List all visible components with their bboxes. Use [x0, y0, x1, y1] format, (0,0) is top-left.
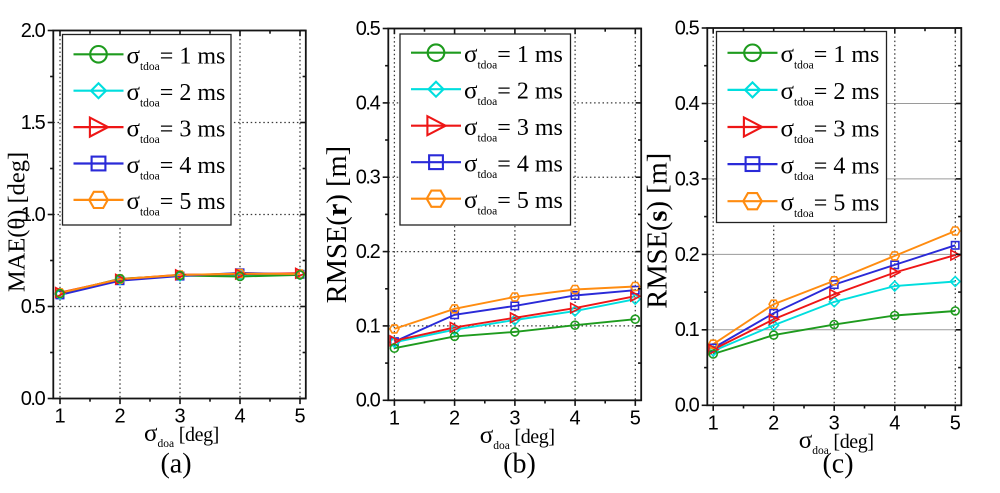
svg-text:σtdoa= 3 ms: σtdoa= 3 ms	[464, 114, 563, 145]
svg-text:σtdoa= 5 ms: σtdoa= 5 ms	[127, 188, 226, 219]
svg-text:0.1: 0.1	[675, 319, 700, 341]
svg-text:5: 5	[950, 413, 961, 435]
svg-text:σdoa [deg]: σdoa [deg]	[144, 420, 219, 450]
svg-text:4: 4	[889, 413, 900, 435]
svg-text:2.0: 2.0	[21, 20, 46, 42]
svg-text:0.4: 0.4	[675, 93, 700, 115]
svg-text:σdoa [deg]: σdoa [deg]	[799, 427, 874, 457]
svg-text:σtdoa= 2 ms: σtdoa= 2 ms	[127, 79, 226, 110]
svg-text:0.3: 0.3	[675, 168, 700, 190]
svg-text:1: 1	[708, 413, 719, 435]
svg-text:σtdoa= 2 ms: σtdoa= 2 ms	[464, 78, 563, 109]
svg-text:σdoa [deg]: σdoa [deg]	[480, 422, 555, 452]
svg-text:2: 2	[768, 413, 779, 435]
svg-text:MAE(θ) [deg]: MAE(θ) [deg]	[4, 152, 31, 292]
svg-text:σtdoa= 4 ms: σtdoa= 4 ms	[127, 152, 226, 183]
svg-text:(b): (b)	[503, 449, 536, 480]
svg-text:σtdoa= 5 ms: σtdoa= 5 ms	[781, 190, 880, 221]
svg-text:σtdoa= 3 ms: σtdoa= 3 ms	[127, 115, 226, 146]
svg-text:RMSE(r) [m]: RMSE(r) [m]	[322, 146, 353, 304]
svg-text:0.2: 0.2	[675, 244, 700, 266]
svg-text:σtdoa= 4 ms: σtdoa= 4 ms	[464, 151, 563, 182]
svg-text:0.5: 0.5	[675, 17, 700, 39]
svg-text:(a): (a)	[160, 449, 191, 480]
svg-text:0.1: 0.1	[356, 315, 381, 337]
svg-text:0.5: 0.5	[356, 18, 381, 40]
svg-text:0.0: 0.0	[675, 395, 700, 417]
svg-text:1.5: 1.5	[21, 112, 46, 134]
svg-text:0.4: 0.4	[356, 92, 381, 114]
svg-text:0.0: 0.0	[21, 388, 46, 410]
svg-text:2: 2	[114, 406, 125, 428]
svg-text:4: 4	[570, 408, 581, 430]
svg-text:1: 1	[389, 408, 400, 430]
svg-text:σtdoa= 4 ms: σtdoa= 4 ms	[781, 152, 880, 183]
svg-text:(c): (c)	[822, 449, 853, 480]
svg-text:2: 2	[449, 408, 460, 430]
svg-text:0.0: 0.0	[356, 390, 381, 412]
svg-text:1.0: 1.0	[21, 204, 46, 226]
svg-text:5: 5	[294, 406, 305, 428]
svg-text:σtdoa= 1 ms: σtdoa= 1 ms	[127, 43, 226, 74]
svg-text:σtdoa= 1 ms: σtdoa= 1 ms	[781, 41, 880, 72]
svg-text:1: 1	[54, 406, 65, 428]
svg-text:3: 3	[174, 406, 185, 428]
svg-text:σtdoa= 2 ms: σtdoa= 2 ms	[781, 78, 880, 109]
svg-text:3: 3	[509, 408, 520, 430]
svg-text:RMSE(s) [m]: RMSE(s) [m]	[642, 153, 673, 309]
svg-text:3: 3	[829, 413, 840, 435]
svg-text:4: 4	[234, 406, 245, 428]
svg-text:5: 5	[630, 408, 641, 430]
svg-text:σtdoa= 5 ms: σtdoa= 5 ms	[464, 187, 563, 218]
svg-text:σtdoa= 1 ms: σtdoa= 1 ms	[464, 41, 563, 72]
svg-text:0.2: 0.2	[356, 241, 381, 263]
svg-text:0.5: 0.5	[21, 296, 46, 318]
svg-text:0.3: 0.3	[356, 167, 381, 189]
svg-text:σtdoa= 3 ms: σtdoa= 3 ms	[781, 115, 880, 146]
